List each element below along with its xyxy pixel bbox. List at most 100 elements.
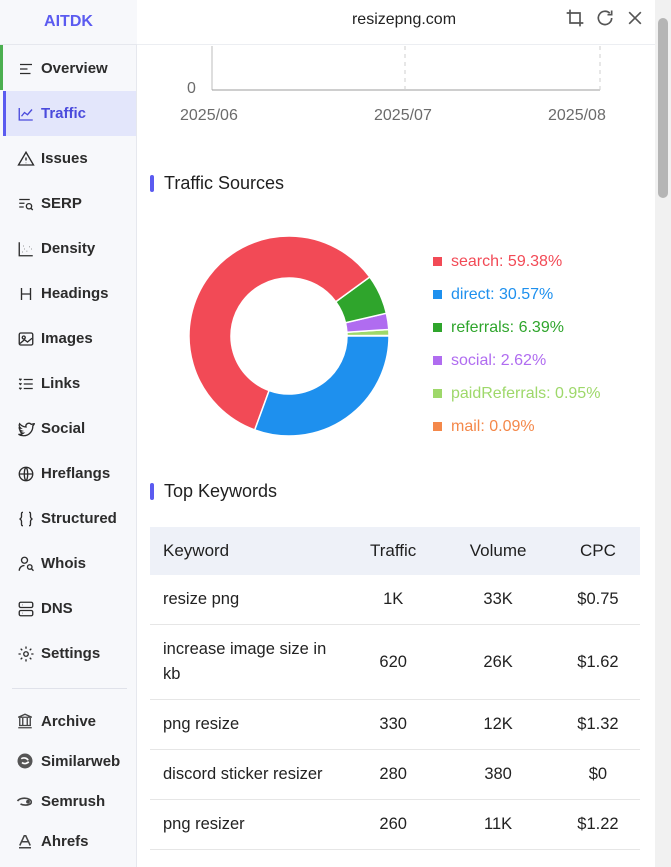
sidebar-item-label: Hreflangs (41, 465, 111, 482)
sidebar-item-label: Links (41, 375, 81, 392)
sidebar-item-overview[interactable]: Overview (3, 46, 136, 91)
sidebar-accent (0, 0, 3, 90)
legend-item-social[interactable]: social: 2.62% (433, 344, 600, 377)
table-row: png resize 330 12K $1.32 (150, 699, 640, 750)
sidebar-divider (12, 688, 127, 689)
cpc-cell: $1.22 (555, 799, 640, 850)
legend-swatch (433, 422, 442, 431)
brand-logo[interactable]: AITDK (0, 0, 137, 45)
density-icon (16, 239, 35, 258)
external-link-similarweb[interactable]: Similarweb (3, 741, 136, 781)
legend-item-mail[interactable]: mail: 0.09% (433, 410, 600, 443)
cpc-cell: $1.62 (555, 624, 640, 700)
sidebar-item-label: Images (41, 330, 93, 347)
column-header-cpc[interactable]: CPC (555, 527, 640, 575)
keyword-cell: discord sticker resizer (150, 749, 346, 800)
keyword-cell: increase image size in kb (150, 624, 346, 700)
scrollbar[interactable] (655, 0, 671, 867)
column-header-volume[interactable]: Volume (440, 527, 556, 575)
server-icon (16, 599, 35, 618)
sidebar-item-hreflangs[interactable]: Hreflangs (3, 451, 136, 496)
column-header-keyword[interactable]: Keyword (150, 527, 346, 575)
sidebar-item-label: Issues (41, 150, 88, 167)
volume-cell: 11K (440, 799, 556, 850)
sidebar-item-density[interactable]: Density (3, 226, 136, 271)
gear-icon (16, 644, 35, 663)
legend-item-direct[interactable]: direct: 30.57% (433, 278, 600, 311)
sidebar-item-traffic[interactable]: Traffic (3, 91, 136, 136)
sidebar-item-whois[interactable]: Whois (3, 541, 136, 586)
external-link-label: Archive (41, 712, 97, 730)
legend-swatch (433, 323, 442, 332)
sidebar-item-label: DNS (41, 600, 73, 617)
volume-cell: 12K (440, 699, 556, 750)
traffic-cell: 620 (346, 624, 441, 700)
legend-label: social: 2.62% (451, 351, 547, 369)
pie-slice-direct[interactable] (253, 335, 390, 437)
sidebar-nav: Overview Traffic Issues SERP Density Hea… (3, 46, 136, 676)
traffic-chart-axes (211, 46, 601, 91)
table-row: png resizer 260 11K $1.22 (150, 799, 640, 850)
sidebar-item-label: Overview (41, 60, 108, 77)
sidebar-item-social[interactable]: Social (3, 406, 136, 451)
keywords-table: Keyword Traffic Volume CPC resize png 1K… (150, 527, 640, 850)
traffic-sources-donut (188, 235, 390, 437)
x-axis-tick: 2025/08 (548, 107, 606, 124)
sidebar-item-images[interactable]: Images (3, 316, 136, 361)
crop-icon[interactable] (565, 8, 585, 28)
table-row: resize png 1K 33K $0.75 (150, 575, 640, 625)
table-header-row: Keyword Traffic Volume CPC (150, 527, 640, 575)
sidebar-item-issues[interactable]: Issues (3, 136, 136, 181)
legend-swatch (433, 356, 442, 365)
sidebar-item-label: SERP (41, 195, 82, 212)
legend-swatch (433, 389, 442, 398)
scrollbar-thumb[interactable] (658, 18, 668, 198)
keyword-cell: png resize (150, 699, 346, 750)
sidebar-item-label: Social (41, 420, 86, 437)
refresh-icon[interactable] (595, 8, 615, 28)
pie-slice-search[interactable] (188, 235, 371, 431)
external-link-archive[interactable]: Archive (3, 701, 136, 741)
legend-item-referrals[interactable]: referrals: 6.39% (433, 311, 600, 344)
close-icon[interactable] (625, 8, 645, 28)
sidebar-item-dns[interactable]: DNS (3, 586, 136, 631)
overview-icon (16, 59, 35, 78)
sidebar-item-label: Settings (41, 645, 101, 662)
legend-item-paidReferrals[interactable]: paidReferrals: 0.95% (433, 377, 600, 410)
section-title-top-keywords: Top Keywords (150, 481, 277, 502)
site-domain: resizepng.com (351, 11, 457, 28)
sidebar-item-links[interactable]: Links (3, 361, 136, 406)
external-link-semrush[interactable]: Semrush (3, 781, 136, 821)
ahrefs-icon (19, 835, 31, 849)
traffic-cell: 1K (346, 575, 441, 625)
sidebar: AITDK Overview Traffic Issues SERP Densi… (0, 0, 137, 867)
legend-item-search[interactable]: search: 59.38% (433, 245, 600, 278)
image-icon (16, 329, 35, 348)
similarweb-icon (17, 753, 33, 769)
semrush-icon (16, 797, 33, 806)
legend-swatch (433, 257, 442, 266)
sidebar-item-label: Density (41, 240, 96, 257)
sidebar-item-structured[interactable]: Structured (3, 496, 136, 541)
legend-swatch (433, 290, 442, 299)
cpc-cell: $1.32 (555, 699, 640, 750)
cpc-cell: $0.75 (555, 575, 640, 625)
sidebar-item-headings[interactable]: Headings (3, 271, 136, 316)
volume-cell: 33K (440, 575, 556, 625)
legend-label: paidReferrals: 0.95% (451, 384, 601, 402)
traffic-icon (16, 104, 35, 123)
warning-icon (16, 149, 35, 168)
external-link-label: Semrush (41, 792, 106, 810)
header-actions (565, 8, 645, 28)
external-link-ahrefs[interactable]: Ahrefs (3, 821, 136, 861)
traffic-cell: 260 (346, 799, 441, 850)
table-row: discord sticker resizer 280 380 $0 (150, 749, 640, 800)
traffic-cell: 330 (346, 699, 441, 750)
sidebar-item-settings[interactable]: Settings (3, 631, 136, 676)
sidebar-item-label: Traffic (41, 105, 87, 122)
column-header-traffic[interactable]: Traffic (346, 527, 441, 575)
sidebar-item-serp[interactable]: SERP (3, 181, 136, 226)
external-link-label: Similarweb (41, 752, 121, 770)
traffic-cell: 280 (346, 749, 441, 800)
